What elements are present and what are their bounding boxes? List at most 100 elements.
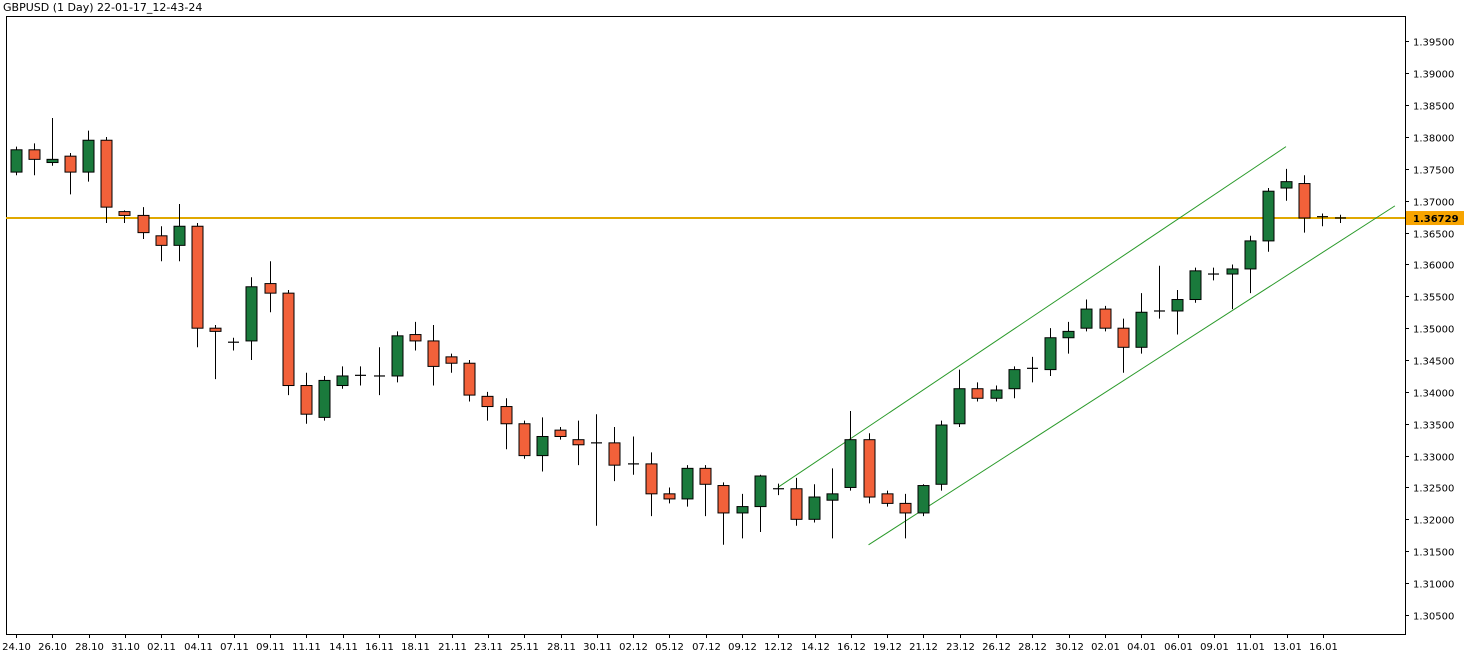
x-tick-label: 21.11 bbox=[438, 642, 467, 653]
candle-body-up bbox=[754, 475, 767, 508]
y-tick-label: 1.34500 bbox=[1413, 357, 1454, 368]
x-tick-label: 02.12 bbox=[619, 642, 648, 653]
candle-body-up bbox=[1171, 299, 1184, 312]
candle-body-down bbox=[463, 362, 476, 396]
candle-body-up bbox=[935, 424, 948, 485]
candle-body-up bbox=[1189, 270, 1202, 301]
candle-body-up bbox=[173, 225, 186, 246]
candle bbox=[10, 146, 23, 176]
x-tick-label: 26.12 bbox=[982, 642, 1011, 653]
candle bbox=[28, 143, 41, 176]
x-tick-label: 12.12 bbox=[764, 642, 793, 653]
candle-body-up bbox=[318, 379, 331, 418]
candle-body-down bbox=[863, 439, 876, 498]
x-tick-label: 16.01 bbox=[1309, 642, 1338, 653]
candle bbox=[228, 337, 239, 351]
y-axis: 1.30500 1.31000 1.31500 1.32000 1.32500 1.330… bbox=[1405, 38, 1454, 623]
candle-body-up bbox=[681, 467, 694, 500]
candle-body-up bbox=[1044, 337, 1057, 371]
candle-body-down bbox=[155, 235, 168, 246]
candle bbox=[990, 385, 1003, 402]
candle-body-up bbox=[826, 493, 839, 501]
x-tick-label: 11.11 bbox=[292, 642, 321, 653]
candle bbox=[173, 203, 186, 262]
x-tick-label: 14.11 bbox=[329, 642, 358, 653]
candle-body-down bbox=[427, 340, 440, 367]
candle-body-down bbox=[1099, 308, 1112, 329]
candle-body-down bbox=[608, 442, 621, 466]
candle bbox=[318, 375, 331, 421]
chart-title: GBPUSD (1 Day) 22-01-17_12-43-24 bbox=[3, 1, 203, 14]
x-tick-label: 28.10 bbox=[75, 642, 104, 653]
candle bbox=[336, 366, 349, 389]
candle-body-down bbox=[971, 388, 984, 399]
candle bbox=[264, 261, 277, 313]
candle-body-down bbox=[481, 395, 494, 408]
candle bbox=[374, 347, 385, 396]
candle bbox=[1099, 305, 1112, 332]
y-tick-label: 1.30500 bbox=[1413, 612, 1454, 623]
candle bbox=[46, 117, 59, 166]
candle-body-up bbox=[391, 335, 404, 377]
y-tick-label: 1.33000 bbox=[1413, 453, 1454, 464]
x-tick-label: 19.12 bbox=[873, 642, 902, 653]
candle-body-up bbox=[917, 485, 930, 514]
candle bbox=[1317, 213, 1328, 227]
candle bbox=[209, 325, 222, 380]
y-tick-label: 1.39000 bbox=[1413, 70, 1454, 81]
candle-body-up bbox=[953, 388, 966, 425]
candle bbox=[1335, 214, 1346, 224]
candle bbox=[391, 331, 404, 383]
candle-body-down bbox=[100, 139, 113, 208]
y-tick-label: 1.35000 bbox=[1413, 325, 1454, 336]
candle bbox=[881, 490, 894, 507]
x-tick-label: 23.12 bbox=[946, 642, 975, 653]
channel-upper-line bbox=[777, 146, 1287, 488]
candle-body-down bbox=[28, 149, 41, 160]
candle-body-up bbox=[736, 506, 749, 514]
candle bbox=[463, 360, 476, 402]
candle bbox=[608, 426, 621, 482]
candle-body-down bbox=[518, 423, 531, 457]
candle-body-up bbox=[336, 375, 349, 387]
candle bbox=[790, 477, 803, 526]
candle bbox=[1226, 264, 1239, 310]
x-tick-label: 06.01 bbox=[1164, 642, 1193, 653]
plot-border bbox=[6, 16, 1406, 635]
candle bbox=[572, 420, 585, 466]
candle bbox=[899, 493, 912, 539]
candle bbox=[699, 465, 712, 517]
candle-body-up bbox=[1062, 330, 1075, 339]
x-tick-label: 16.12 bbox=[837, 642, 866, 653]
candle-body-down bbox=[191, 225, 204, 329]
candle bbox=[409, 321, 422, 351]
candle-body-down bbox=[118, 211, 131, 216]
y-tick-label: 1.35500 bbox=[1413, 293, 1454, 304]
candle bbox=[681, 465, 694, 507]
x-tick-label: 21.12 bbox=[909, 642, 938, 653]
candle-body-up bbox=[1008, 369, 1021, 390]
x-tick-label: 24.10 bbox=[2, 642, 31, 653]
candle-body-down bbox=[881, 493, 894, 504]
price-label-text: 1.36729 bbox=[1413, 214, 1459, 225]
x-tick-label: 30.11 bbox=[583, 642, 612, 653]
x-tick-label: 16.11 bbox=[365, 642, 394, 653]
x-tick-label: 23.11 bbox=[474, 642, 503, 653]
candle bbox=[300, 372, 313, 424]
channel-lower-line bbox=[868, 205, 1396, 546]
candle bbox=[137, 207, 150, 239]
candle bbox=[844, 411, 857, 491]
candle bbox=[518, 420, 531, 459]
candle-body-down bbox=[264, 283, 277, 294]
x-tick-label: 28.12 bbox=[1018, 642, 1047, 653]
candle bbox=[282, 289, 295, 396]
candle-body-up bbox=[1080, 308, 1093, 329]
candle bbox=[1080, 299, 1093, 332]
candle bbox=[808, 484, 821, 523]
candle bbox=[118, 210, 131, 224]
x-tick-label: 25.11 bbox=[510, 642, 539, 653]
candle bbox=[953, 369, 966, 427]
y-tick-label: 1.38000 bbox=[1413, 134, 1454, 145]
candle-body-up bbox=[245, 286, 258, 342]
